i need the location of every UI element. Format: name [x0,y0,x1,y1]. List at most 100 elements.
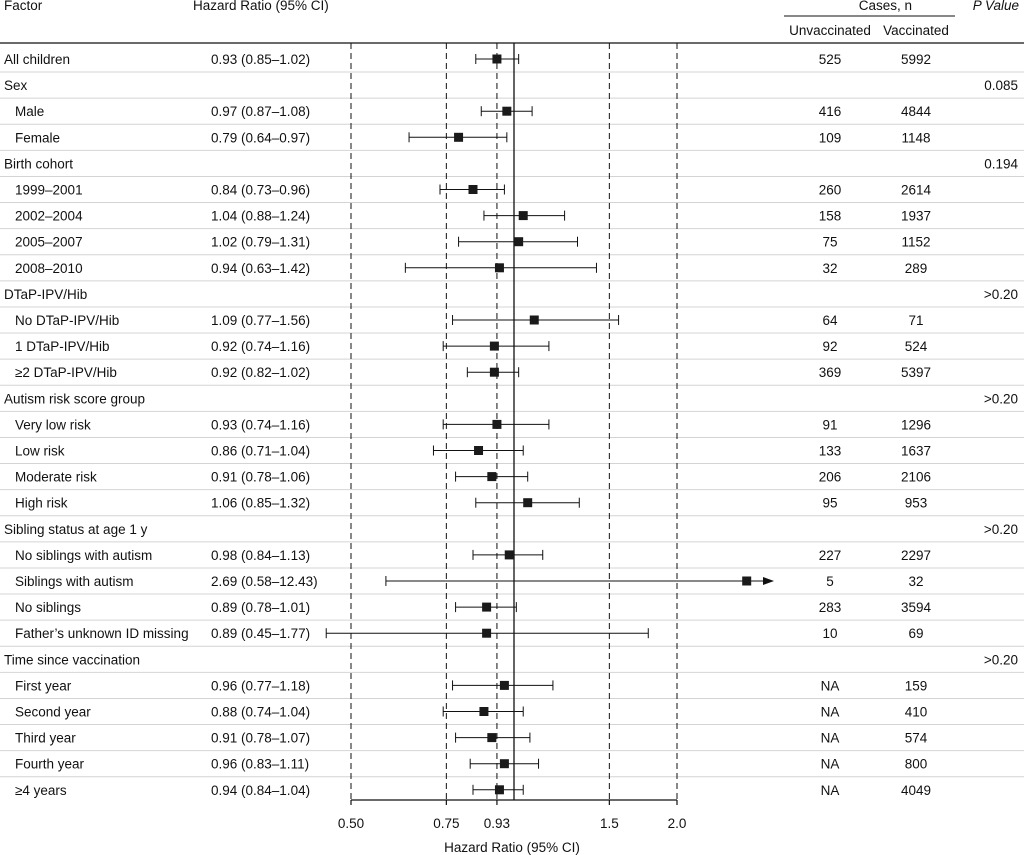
group-row: All children 0.93 (0.85–1.02) 525 5992 [4,52,931,67]
vaccinated-count: 1148 [901,130,930,145]
vaccinated-count: 1637 [901,444,931,459]
unvaccinated-count: 91 [822,417,837,432]
p-value: >0.20 [984,652,1018,667]
unvaccinated-count: 64 [822,313,838,328]
vaccinated-count: 1296 [901,417,931,432]
row-label: Autism risk score group [4,391,145,406]
hr-ci-text: 0.94 (0.63–1.42) [211,261,310,276]
hr-ci-text: 0.96 (0.83–1.11) [211,757,309,772]
subgroup-row: 1999–2001 0.84 (0.73–0.96) 260 2614 [15,183,932,198]
row-label: Siblings with autism [15,574,134,589]
hr-ci-text: 0.93 (0.74–1.16) [211,417,310,432]
hr-ci-text: 0.79 (0.64–0.97) [211,130,310,145]
unvaccinated-count: 206 [819,470,842,485]
vaccinated-count: 32 [908,574,923,589]
row-label: 2005–2007 [15,235,83,250]
hr-ci-text: 0.93 (0.85–1.02) [211,52,310,67]
vaccinated-count: 69 [908,626,923,641]
hr-ci-text: 0.84 (0.73–0.96) [211,183,310,198]
hr-point [502,106,512,116]
reference-lines [350,43,678,800]
hr-ci-text: 0.86 (0.71–1.04) [211,444,310,459]
group-row: Time since vaccination >0.20 [4,652,1018,667]
hr-ci-text: 0.98 (0.84–1.13) [211,548,310,563]
hr-point [499,759,509,769]
subgroup-row: 2005–2007 1.02 (0.79–1.31) 75 1152 [15,235,931,250]
row-label: High risk [15,496,68,511]
hr-ci-text: 0.96 (0.77–1.18) [211,678,310,693]
x-tick-label: 0.93 [484,816,510,831]
vaccinated-count: 3594 [901,600,932,615]
vaccinated-count: 574 [905,731,928,746]
hr-column-header: Hazard Ratio (95% CI) [193,0,329,13]
vaccinated-count: 71 [908,313,923,328]
subgroup-row: First year 0.96 (0.77–1.18) NA 159 [15,678,927,693]
subgroup-row: Father’s unknown ID missing 0.89 (0.45–1.… [15,626,924,641]
hr-point [492,419,502,429]
hr-ci-text: 2.69 (0.58–12.43) [211,574,318,589]
x-axis-label: Hazard Ratio (95% CI) [444,840,580,855]
hr-ci-text: 0.92 (0.74–1.16) [211,339,310,354]
row-label: 2008–2010 [15,261,83,276]
unvaccinated-count: 283 [819,600,842,615]
subgroup-row: ≥2 DTaP-IPV/Hib 0.92 (0.82–1.02) 369 5397 [15,365,931,380]
subgroup-row: 2008–2010 0.94 (0.63–1.42) 32 289 [15,261,927,276]
vaccinated-count: 5992 [901,52,931,67]
vaccinated-count: 159 [905,678,928,693]
x-axis: 0.50 0.75 0.93 1.5 2.0 [338,799,687,831]
row-label: ≥4 years [15,783,67,798]
vaccinated-count: 1937 [901,209,931,224]
x-tick-label: 1.5 [600,816,619,831]
hr-ci-text: 0.89 (0.78–1.01) [211,600,310,615]
p-value: >0.20 [984,522,1018,537]
unvaccinated-count: 109 [819,130,842,145]
vaccinated-count: 2106 [901,470,931,485]
group-row: Sibling status at age 1 y >0.20 [4,522,1018,537]
group-row: Autism risk score group >0.20 [4,391,1018,406]
vaccinated-count: 289 [905,261,928,276]
unvaccinated-count: 369 [819,365,842,380]
row-label: 1 DTaP-IPV/Hib [15,339,110,354]
hr-ci-text: 0.97 (0.87–1.08) [211,104,310,119]
hr-point [504,550,514,560]
hr-point [454,132,464,142]
subgroup-row: ≥4 years 0.94 (0.84–1.04) NA 4049 [15,783,931,798]
subgroup-row: Male 0.97 (0.87–1.08) 416 4844 [15,104,932,119]
unvaccinated-count: 260 [819,183,842,198]
hr-point [518,211,528,221]
unvaccinated-count: 416 [819,104,842,119]
unvaccinated-count: 525 [819,52,842,67]
row-label: All children [4,52,70,67]
hr-point [499,680,509,690]
row-label: 1999–2001 [15,183,83,198]
vaccinated-count: 953 [905,496,928,511]
p-value: >0.20 [984,391,1018,406]
row-label: Female [15,130,60,145]
vaccinated-count: 2614 [901,183,932,198]
unvaccinated-count: NA [821,705,840,720]
hr-point [489,367,499,377]
cases-header: Cases, n [859,0,912,13]
row-label: Third year [15,731,76,746]
x-tick-label: 2.0 [668,816,687,831]
row-label: Fourth year [15,757,85,772]
hr-point [742,576,752,586]
unvaccinated-header: Unvaccinated [789,23,871,38]
unvaccinated-count: 158 [819,209,842,224]
subgroup-row: Siblings with autism 2.69 (0.58–12.43) 5 32 [15,574,924,589]
vaccinated-count: 5397 [901,365,931,380]
unvaccinated-count: 95 [822,496,837,511]
unvaccinated-count: 92 [822,339,837,354]
hr-point [468,185,478,194]
ci-arrow [763,577,774,585]
subgroup-row: Low risk 0.86 (0.71–1.04) 133 1637 [15,444,931,459]
subgroup-row: Female 0.79 (0.64–0.97) 109 1148 [15,130,931,145]
vaccinated-count: 410 [905,705,928,720]
hr-ci-text: 1.02 (0.79–1.31) [211,235,310,250]
hr-point [494,785,504,795]
unvaccinated-count: NA [821,731,840,746]
row-label: DTaP-IPV/Hib [4,287,87,302]
hr-ci-text: 0.89 (0.45–1.77) [211,626,310,641]
unvaccinated-count: 75 [822,235,837,250]
row-label: Sex [4,78,28,93]
